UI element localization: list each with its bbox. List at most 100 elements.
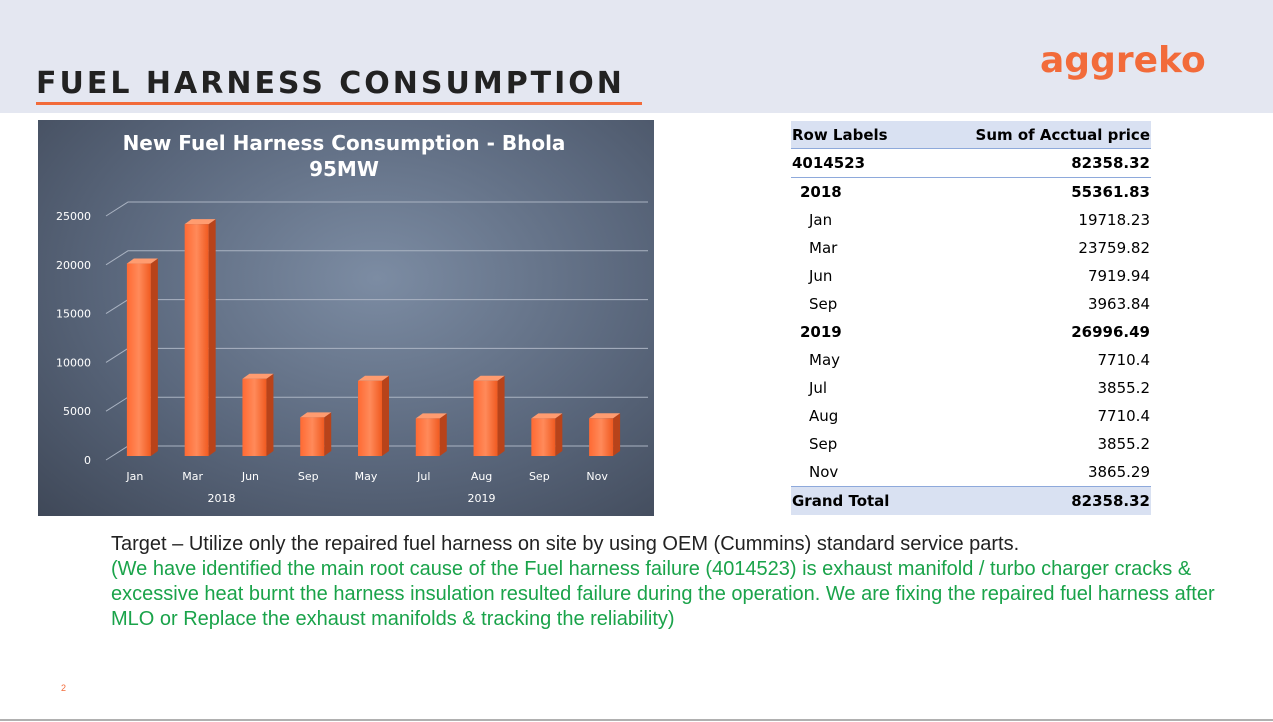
bar-side <box>439 413 447 456</box>
pivot-month-row-value: 7919.94 <box>1087 267 1150 285</box>
pivot-month-row-value: 19718.23 <box>1078 211 1150 229</box>
bar-side <box>324 412 332 456</box>
bar <box>415 418 440 456</box>
x-tick-label: Aug <box>471 470 492 483</box>
bar-side <box>613 413 621 456</box>
chart-title: 95MW <box>309 157 379 181</box>
pivot-header-label: Row Labels <box>791 121 921 149</box>
bar-side <box>497 375 505 456</box>
bar <box>531 418 556 456</box>
x-tick-label: Nov <box>586 470 608 483</box>
bar-side <box>555 413 563 456</box>
gridline <box>105 201 648 217</box>
chart-panel: New Fuel Harness Consumption - Bhola 95MW… <box>38 120 654 516</box>
title-underline <box>36 102 642 105</box>
x-tick-label: Jul <box>416 470 430 483</box>
gridline <box>105 250 648 266</box>
bar-top <box>242 373 274 379</box>
pivot-month-row-value: 3865.29 <box>1087 463 1150 481</box>
pivot-month-row-label: Aug <box>809 407 839 425</box>
y-tick-label: 5000 <box>63 405 91 418</box>
y-tick-label: 25000 <box>56 210 91 223</box>
bar-top <box>126 258 158 264</box>
pivot-item-row: 4014523 82358.32 <box>791 148 1151 178</box>
y-tick-label: 10000 <box>56 356 91 369</box>
pivot-month-row-label: Sep <box>809 295 838 313</box>
x-group-label: 2018 <box>208 492 236 505</box>
pivot-year-row-label: 2018 <box>800 183 842 201</box>
x-tick-label: May <box>355 470 378 483</box>
pivot-month-row: Sep 3963.84 <box>791 290 1151 318</box>
pivot-month-row-label: Jun <box>809 267 833 285</box>
pivot-header-value: Sum of Acctual price <box>920 121 1151 149</box>
y-tick-label: 20000 <box>56 259 91 272</box>
pivot-month-row: May 7710.4 <box>791 346 1151 374</box>
pivot-month-row-value: 3855.2 <box>1097 435 1151 453</box>
bar <box>300 417 325 456</box>
pivot-year-row-value: 55361.83 <box>1071 183 1150 201</box>
pivot-total-row-label: Grand Total <box>791 486 921 515</box>
bar-side <box>150 258 158 456</box>
y-tick-label: 0 <box>84 454 91 467</box>
x-tick-label: Mar <box>182 470 203 483</box>
x-tick-label: Jun <box>241 470 259 483</box>
pivot-month-row-value: 3963.84 <box>1087 295 1150 313</box>
pivot-total-row: Grand Total 82358.32 <box>791 486 1151 515</box>
pivot-total-row-value: 82358.32 <box>920 486 1151 515</box>
pivot-month-row: Jun 7919.94 <box>791 262 1151 290</box>
pivot-table: Row Labels Sum of Acctual price 4014523 8… <box>791 121 1151 515</box>
pivot-month-row-label: Jan <box>809 211 833 229</box>
bar-top <box>473 375 505 381</box>
bar-side <box>208 219 216 456</box>
bar-top <box>358 375 389 381</box>
pivot-month-row-label: Mar <box>809 239 838 257</box>
pivot-month-row: Aug 7710.4 <box>791 402 1151 430</box>
bar-top <box>415 413 447 419</box>
aggreko-logo: aggreko <box>1040 40 1206 81</box>
pivot-month-row-label: Jul <box>809 379 828 397</box>
pivot-month-row: Jan 19718.23 <box>791 206 1151 234</box>
pivot-month-row-value: 7710.4 <box>1097 351 1151 369</box>
bar-top <box>184 219 216 225</box>
bar-side <box>382 375 389 456</box>
pivot-year-row: 2019 26996.49 <box>791 318 1151 346</box>
pivot-item-row-label: 4014523 <box>791 148 921 178</box>
bar-top <box>589 413 621 419</box>
footer-divider <box>0 719 1273 721</box>
pivot-month-row: Sep 3855.2 <box>791 430 1151 458</box>
bar-side <box>266 373 274 456</box>
root-cause-note: (We have identified the main root cause … <box>111 558 1215 630</box>
bar <box>358 380 382 456</box>
bar <box>589 418 614 456</box>
slide-title: FUEL HARNESS CONSUMPTION <box>36 66 625 101</box>
bar-top <box>531 413 563 419</box>
bar <box>184 224 209 456</box>
pivot-month-row-label: Nov <box>809 463 839 481</box>
page-number: 2 <box>61 683 67 693</box>
x-tick-label: Sep <box>529 470 550 483</box>
pivot-header-row: Row Labels Sum of Acctual price <box>791 121 1151 149</box>
pivot-month-row-value: 23759.82 <box>1078 239 1150 257</box>
notes: Target – Utilize only the repaired fuel … <box>111 532 1251 632</box>
bar-chart: New Fuel Harness Consumption - Bhola95MW… <box>56 131 648 505</box>
pivot-month-row: Mar 23759.82 <box>791 234 1151 262</box>
pivot-month-row: Jul 3855.2 <box>791 374 1151 402</box>
pivot-month-row-label: May <box>809 351 841 369</box>
pivot-year-row-label: 2019 <box>800 323 842 341</box>
pivot-month-row-value: 7710.4 <box>1097 407 1151 425</box>
x-group-label: 2019 <box>468 492 496 505</box>
bar <box>473 380 498 456</box>
bar <box>242 378 267 456</box>
pivot-item-row-value: 82358.32 <box>920 148 1151 178</box>
pivot-month-row-value: 3855.2 <box>1097 379 1151 397</box>
pivot-month-row: Nov 3865.29 <box>791 458 1151 487</box>
target-note: Target – Utilize only the repaired fuel … <box>111 533 1020 555</box>
chart-title: New Fuel Harness Consumption - Bhola <box>123 131 566 155</box>
pivot-year-row-value: 26996.49 <box>1071 323 1150 341</box>
bar <box>126 263 151 456</box>
header-band <box>0 0 1273 113</box>
x-tick-label: Sep <box>298 470 319 483</box>
bar-top <box>300 412 332 418</box>
pivot-year-row: 2018 55361.83 <box>791 178 1151 207</box>
x-tick-label: Jan <box>125 470 143 483</box>
